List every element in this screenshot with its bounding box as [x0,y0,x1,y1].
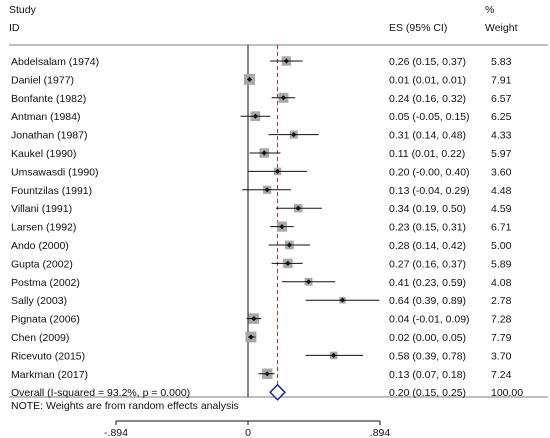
point-estimate [339,297,346,303]
study-es-ci: 0.11 (0.01, 0.22) [389,148,465,160]
study-weight: 7.24 [491,369,512,381]
study-es-ci: 0.58 (0.39, 0.78) [389,350,466,362]
point-estimate [252,113,258,119]
study-label: Kaukel (1990) [11,148,76,160]
study-label: Chen (2009) [11,332,69,344]
study-es-ci: 0.34 (0.19, 0.50) [389,203,466,215]
header-weight-percent: % [485,4,494,16]
study-es-ci: 0.05 (-0.05, 0.15) [389,111,470,123]
study-es-ci: 0.64 (0.39, 0.89) [389,295,466,307]
study-weight: 3.60 [491,166,512,178]
header-study: Study [9,4,37,16]
study-weight: 4.08 [491,277,512,289]
overall-es-ci: 0.20 (0.15, 0.25) [389,387,466,399]
header-es: ES (95% CI) [389,22,447,34]
study-es-ci: 0.28 (0.14, 0.42) [389,240,466,252]
study-label: Villani (1991) [11,203,72,215]
point-estimate [274,168,281,174]
study-label: Pignata (2006) [11,314,80,326]
study-es-ci: 0.31 (0.14, 0.48) [389,130,466,142]
study-es-ci: 0.13 (0.07, 0.18) [389,369,466,381]
study-es-ci: 0.04 (-0.01, 0.09) [389,314,470,326]
study-label: Bonfante (1982) [11,93,86,105]
study-label: Sally (2003) [11,295,67,307]
study-weight: 4.59 [491,203,512,215]
note-text: NOTE: Weights are from random effects an… [11,400,239,412]
header-id: ID [9,22,20,34]
study-es-ci: 0.13 (-0.04, 0.29) [389,185,470,197]
header-weight: Weight [485,22,518,34]
study-rows: Abdelsalam (1974) 0.26 (0.15, 0.37) 5.83 Da… [11,45,523,401]
study-weight: 5.00 [491,240,512,252]
point-estimate [261,150,267,156]
study-label: Antman (1984) [11,111,80,123]
point-estimate [305,279,312,285]
study-label: Postma (2002) [11,277,80,289]
point-estimate [291,132,297,138]
point-estimate [248,334,254,340]
study-label: Markman (2017) [11,369,88,381]
study-es-ci: 0.27 (0.16, 0.37) [389,258,466,270]
point-estimate [283,58,289,64]
study-label: Fountzilas (1991) [11,185,92,197]
study-label: Abdelsalam (1974) [11,56,99,68]
study-label: Ando (2000) [11,240,69,252]
point-estimate [280,95,287,101]
x-tick-label: 0 [245,427,251,438]
study-weight: 4.48 [491,185,512,197]
study-label: Gupta (2002) [11,258,73,270]
study-es-ci: 0.24 (0.16, 0.32) [389,93,466,105]
study-label: Daniel (1977) [11,74,74,86]
point-estimate [264,187,270,193]
study-weight: 5.89 [491,258,512,270]
x-tick-label: -.894 [104,427,128,438]
study-weight: 6.57 [491,93,512,105]
x-tick-label: .894 [370,427,391,438]
study-weight: 7.28 [491,314,512,326]
x-axis: -.894 0 .894 [104,420,391,438]
study-weight: 4.33 [491,130,512,142]
study-weight: 7.79 [491,332,512,344]
point-estimate [279,224,285,230]
overall-diamond [269,383,286,401]
study-weight: 5.97 [491,148,512,160]
study-weight: 3.70 [491,350,512,362]
study-weight: 6.71 [491,222,512,234]
point-estimate [331,352,337,358]
point-estimate [286,242,292,248]
study-weight: 6.25 [491,111,512,123]
study-es-ci: 0.02 (0.00, 0.05) [389,332,466,344]
point-estimate [246,76,253,82]
study-weight: 2.78 [491,295,512,307]
study-label: Ricevuto (2015) [11,350,85,362]
study-label: Larsen (1992) [11,222,76,234]
study-weight: 5.83 [491,56,512,68]
study-weight: 7.91 [491,74,512,86]
study-es-ci: 0.26 (0.15, 0.37) [389,56,466,68]
point-estimate [251,316,257,322]
study-label: Jonathan (1987) [11,130,87,142]
study-label: Umsawasdi (1990) [11,166,99,178]
point-estimate [285,260,291,266]
overall-label: Overall (I-squared = 93.2%, p = 0.000) [11,387,190,399]
point-estimate [264,371,270,377]
point-estimate [295,205,301,211]
study-es-ci: 0.41 (0.23, 0.59) [389,277,466,289]
overall-weight: 100.00 [491,387,523,399]
study-es-ci: 0.23 (0.15, 0.31) [389,222,466,234]
study-es-ci: 0.01 (0.01, 0.01) [389,74,466,86]
study-es-ci: 0.20 (-0.00, 0.40) [389,166,470,178]
